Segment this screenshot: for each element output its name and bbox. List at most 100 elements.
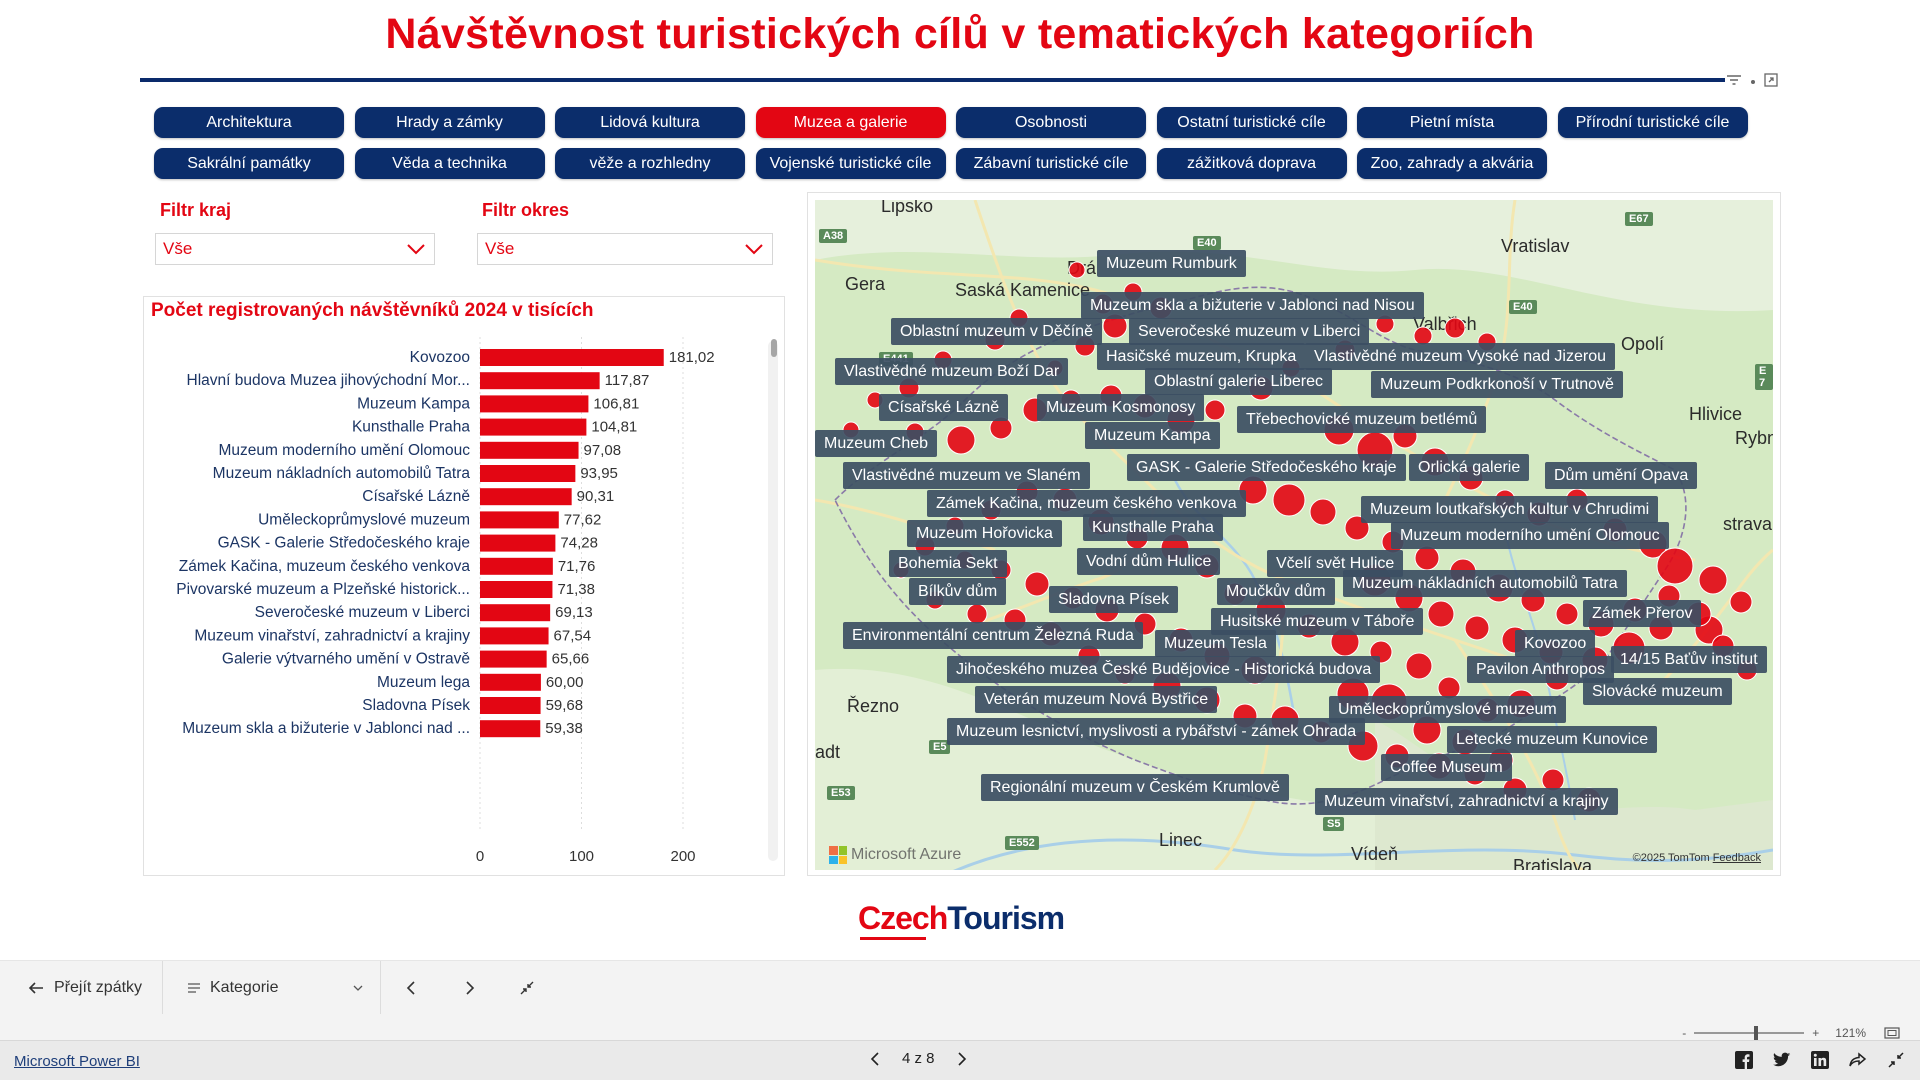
linkedin-icon[interactable]	[1810, 1050, 1830, 1070]
map-location-label[interactable]: Muzeum nákladních automobilů Tatra	[1343, 570, 1627, 597]
map-location-label[interactable]: Muzeum Rumburk	[1097, 250, 1246, 277]
category-button[interactable]: Lidová kultura	[555, 107, 745, 138]
category-button[interactable]: Muzea a galerie	[755, 107, 946, 138]
map-marker[interactable]	[1555, 602, 1579, 626]
bar[interactable]	[480, 511, 559, 529]
category-button[interactable]: věže a rozhledny	[555, 148, 745, 179]
category-button[interactable]: Osobnosti	[956, 107, 1146, 138]
map-location-label[interactable]: Vlastivědné muzeum ve Slaném	[843, 462, 1090, 489]
map-location-label[interactable]: Slovácké muzeum	[1583, 678, 1732, 705]
bar[interactable]	[480, 441, 579, 459]
zoom-knob[interactable]	[1754, 1026, 1759, 1040]
map-location-label[interactable]: Muzeum moderního umění Olomouc	[1391, 522, 1669, 549]
map-location-label[interactable]: Zámek Přerov	[1583, 600, 1702, 627]
map-location-label[interactable]: Vlastivědné muzeum Boží Dar	[835, 358, 1069, 385]
back-button[interactable]: Přejít zpátky	[28, 961, 142, 1015]
category-button[interactable]: Sakrální památky	[154, 148, 344, 179]
map-marker[interactable]	[966, 603, 988, 625]
map-location-label[interactable]: Muzeum loutkařských kultur v Chrudimi	[1361, 496, 1659, 523]
map-location-label[interactable]: Muzeum skla a bižuterie v Jablonci nad N…	[1081, 292, 1424, 319]
map-location-label[interactable]: Bílkův dům	[909, 578, 1007, 605]
map-marker[interactable]	[1656, 547, 1694, 585]
map-location-label[interactable]: Třebechovické muzeum betlémů	[1237, 406, 1487, 433]
map-location-label[interactable]: Muzeum Podkrkonoší v Trutnově	[1371, 371, 1623, 398]
chart-scroll-thumb[interactable]	[771, 339, 777, 357]
map-location-label[interactable]: Environmentální centrum Železná Ruda	[843, 622, 1143, 649]
map-marker[interactable]	[1464, 615, 1490, 641]
map-location-label[interactable]: Muzeum Hořovicka	[907, 520, 1062, 547]
map-location-label[interactable]: Oblastní muzeum v Děčíně	[891, 318, 1102, 345]
collapse-button[interactable]	[520, 961, 534, 1015]
map-location-label[interactable]: Regionální muzeum v Českém Krumlově	[981, 774, 1289, 801]
bar[interactable]	[480, 395, 589, 413]
category-button[interactable]: Zoo, zahrady a akvária	[1357, 148, 1547, 179]
map-marker[interactable]	[1729, 590, 1753, 614]
filter-kraj-dropdown[interactable]: Vše	[155, 233, 435, 265]
power-bi-link[interactable]: Microsoft Power BI	[14, 1053, 140, 1070]
category-button[interactable]: Zábavní turistické cíle	[956, 148, 1146, 179]
bar[interactable]	[480, 557, 553, 575]
zoom-control[interactable]: - + 121%	[1682, 1026, 1900, 1040]
category-button[interactable]: Přírodní turistické cíle	[1557, 107, 1748, 138]
category-button[interactable]: Architektura	[154, 107, 344, 138]
bar[interactable]	[480, 673, 541, 691]
map-location-label[interactable]: Veterán muzeum Nová Bystřice	[975, 686, 1218, 713]
more-options-icon[interactable]	[1750, 74, 1756, 88]
map-location-label[interactable]: Kovozoo	[1515, 630, 1596, 657]
previous-page-icon[interactable]	[870, 1051, 880, 1066]
bar[interactable]	[480, 465, 576, 482]
fit-to-page-icon[interactable]	[1884, 1027, 1900, 1039]
map-marker[interactable]	[946, 425, 976, 455]
category-button[interactable]: Ostatní turistické cíle	[1156, 107, 1347, 138]
filter-icon[interactable]	[1726, 74, 1742, 89]
bar[interactable]	[480, 534, 556, 552]
map-location-label[interactable]: Zámek Kačina, muzeum českého venkova	[927, 490, 1246, 517]
map-location-label[interactable]: Severočeské muzeum v Liberci	[1129, 318, 1370, 345]
map-location-label[interactable]: Coffee Museum	[1381, 754, 1512, 781]
zoom-in-icon[interactable]: +	[1812, 1026, 1820, 1040]
category-button[interactable]: zážitková doprava	[1156, 148, 1347, 179]
category-button[interactable]: Věda a technika	[354, 148, 545, 179]
map-marker[interactable]	[1024, 571, 1050, 597]
map-location-label[interactable]: Uměleckoprůmyslové muzeum	[1329, 696, 1566, 723]
map-location-label[interactable]: 14/15 Baťův institut	[1611, 646, 1767, 673]
map-location-label[interactable]: Moučkův dům	[1217, 578, 1335, 605]
category-button[interactable]: Vojenské turistické cíle	[755, 148, 946, 179]
map-marker[interactable]	[1272, 483, 1306, 517]
map-location-label[interactable]: Muzeum vinařství, zahradnictví a krajiny	[1315, 788, 1618, 815]
map-location-label[interactable]: Jihočeského muzea České Budějovice - His…	[947, 656, 1381, 683]
map-location-label[interactable]: Muzeum lesnictví, myslivosti a rybářství…	[947, 718, 1366, 745]
zoom-out-icon[interactable]: -	[1682, 1026, 1687, 1040]
bar[interactable]	[480, 627, 549, 645]
category-button[interactable]: Pietní místa	[1357, 107, 1547, 138]
map-location-label[interactable]: Orlická galerie	[1409, 454, 1530, 481]
map-marker[interactable]	[1414, 545, 1440, 571]
map-location-label[interactable]: Muzeum Cheb	[815, 430, 938, 457]
map-location-label[interactable]: Dům umění Opava	[1545, 462, 1698, 489]
map-marker[interactable]	[1405, 652, 1433, 680]
bar[interactable]	[480, 349, 664, 366]
map-feedback-link[interactable]: Feedback	[1712, 852, 1761, 864]
zoom-slider[interactable]	[1694, 1026, 1805, 1040]
map-location-label[interactable]: Vodní dům Hulice	[1077, 548, 1221, 575]
map-location-label[interactable]: Hasičské muzeum, Krupka	[1097, 343, 1306, 370]
bar[interactable]	[480, 697, 541, 714]
map-marker[interactable]	[1427, 600, 1455, 628]
next-page-icon[interactable]	[957, 1051, 967, 1066]
map-marker[interactable]	[1309, 498, 1337, 526]
bar[interactable]	[480, 650, 547, 668]
map-location-label[interactable]: Bohemia Sekt	[889, 550, 1007, 577]
chart-scrollbar[interactable]	[768, 341, 778, 861]
filter-okres-dropdown[interactable]: Vše	[477, 233, 773, 265]
map-location-label[interactable]: Sladovna Písek	[1049, 586, 1179, 613]
map-location-label[interactable]: Oblastní galerie Liberec	[1145, 368, 1332, 395]
map-location-label[interactable]: Kunsthalle Praha	[1083, 514, 1223, 541]
bar[interactable]	[480, 720, 541, 738]
bar[interactable]	[480, 581, 553, 598]
map-location-label[interactable]: Vlastivědné muzeum Vysoké nad Jizerou	[1305, 343, 1615, 370]
map-marker[interactable]	[1068, 261, 1086, 279]
previous-bookmark-button[interactable]	[406, 961, 416, 1015]
map-marker[interactable]	[1204, 399, 1226, 421]
map-location-label[interactable]: Husitské muzeum v Táboře	[1211, 608, 1424, 635]
